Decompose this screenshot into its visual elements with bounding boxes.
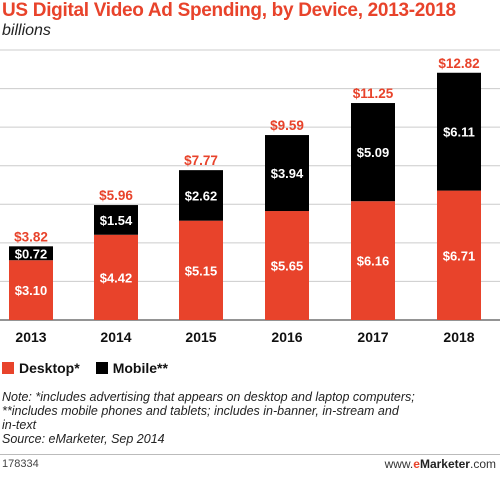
bar-mobile-2016 bbox=[265, 135, 309, 212]
brand-name: Marketer bbox=[419, 457, 470, 471]
legend-item-mobile: Mobile** bbox=[95, 360, 168, 376]
data-label-total: $12.82 bbox=[438, 56, 479, 71]
brand-suffix: .com bbox=[469, 457, 496, 471]
chart-title: US Digital Video Ad Spending, by Device,… bbox=[2, 0, 456, 21]
note-line-3: in-text bbox=[2, 418, 37, 432]
data-label-mobile: $5.09 bbox=[357, 145, 390, 160]
legend-item-desktop: Desktop* bbox=[2, 360, 80, 376]
brand-accent: e bbox=[413, 457, 420, 471]
data-label-desktop: $6.71 bbox=[443, 248, 476, 263]
bar-mobile-2013 bbox=[9, 246, 53, 261]
legend-label-desktop: Desktop* bbox=[19, 360, 80, 376]
source-line: Source: eMarketer, Sep 2014 bbox=[2, 432, 165, 446]
x-tick-label: 2013 bbox=[15, 329, 46, 345]
data-label-desktop: $5.65 bbox=[271, 259, 304, 274]
note-line-1: Note: *includes advertising that appears… bbox=[2, 390, 415, 404]
legend-label-mobile: Mobile** bbox=[112, 360, 168, 376]
chart-id: 178334 bbox=[2, 458, 39, 470]
data-label-desktop: $3.10 bbox=[15, 283, 48, 298]
data-label-mobile: $2.62 bbox=[185, 188, 218, 203]
chart-notes: Note: *includes advertising that appears… bbox=[2, 390, 497, 446]
data-label-total: $11.25 bbox=[353, 86, 394, 101]
bar-desktop-2013 bbox=[9, 260, 53, 320]
stacked-bar-chart: $3.10 $0.72 $3.82 2013 $4.42 $1.54 $5.96 2014 $5… bbox=[0, 49, 500, 345]
chart-legend: Desktop* Mobile** bbox=[2, 360, 168, 376]
data-label-mobile: $1.54 bbox=[100, 213, 133, 228]
bar-desktop-2017 bbox=[351, 201, 395, 320]
bar-desktop-2016 bbox=[265, 211, 309, 320]
data-label-desktop: $4.42 bbox=[100, 270, 133, 285]
legend-swatch-mobile bbox=[95, 362, 108, 374]
data-label-mobile: $3.94 bbox=[271, 166, 304, 181]
bar-mobile-2015 bbox=[179, 170, 223, 221]
data-label-total: $3.82 bbox=[14, 229, 48, 244]
legend-swatch-desktop bbox=[2, 362, 14, 374]
data-label-desktop: $5.15 bbox=[185, 263, 218, 278]
x-tick-label: 2018 bbox=[443, 329, 474, 345]
data-label-total: $9.59 bbox=[270, 118, 304, 133]
brand-prefix: www. bbox=[384, 457, 414, 471]
footer-divider bbox=[0, 454, 500, 455]
data-label-total: $7.77 bbox=[184, 153, 218, 168]
bar-mobile-2017 bbox=[351, 103, 395, 202]
chart-subtitle: billions bbox=[2, 22, 51, 39]
x-tick-label: 2016 bbox=[271, 329, 302, 345]
bar-desktop-2014 bbox=[94, 234, 138, 320]
data-label-mobile: $6.11 bbox=[443, 125, 475, 140]
x-tick-label: 2014 bbox=[100, 329, 131, 345]
data-label-mobile: $0.72 bbox=[15, 246, 48, 261]
bar-mobile-2018 bbox=[437, 72, 481, 191]
x-tick-label: 2015 bbox=[185, 329, 216, 345]
data-label-total: $5.96 bbox=[99, 188, 133, 203]
brand-url[interactable]: www.eMarketer.com bbox=[385, 457, 496, 471]
note-line-2: **includes mobile phones and tablets; in… bbox=[2, 404, 399, 418]
data-label-desktop: $6.16 bbox=[357, 254, 390, 269]
bar-desktop-2018 bbox=[437, 190, 481, 320]
bar-desktop-2015 bbox=[179, 220, 223, 320]
bar-mobile-2014 bbox=[94, 205, 138, 235]
x-tick-label: 2017 bbox=[357, 329, 388, 345]
